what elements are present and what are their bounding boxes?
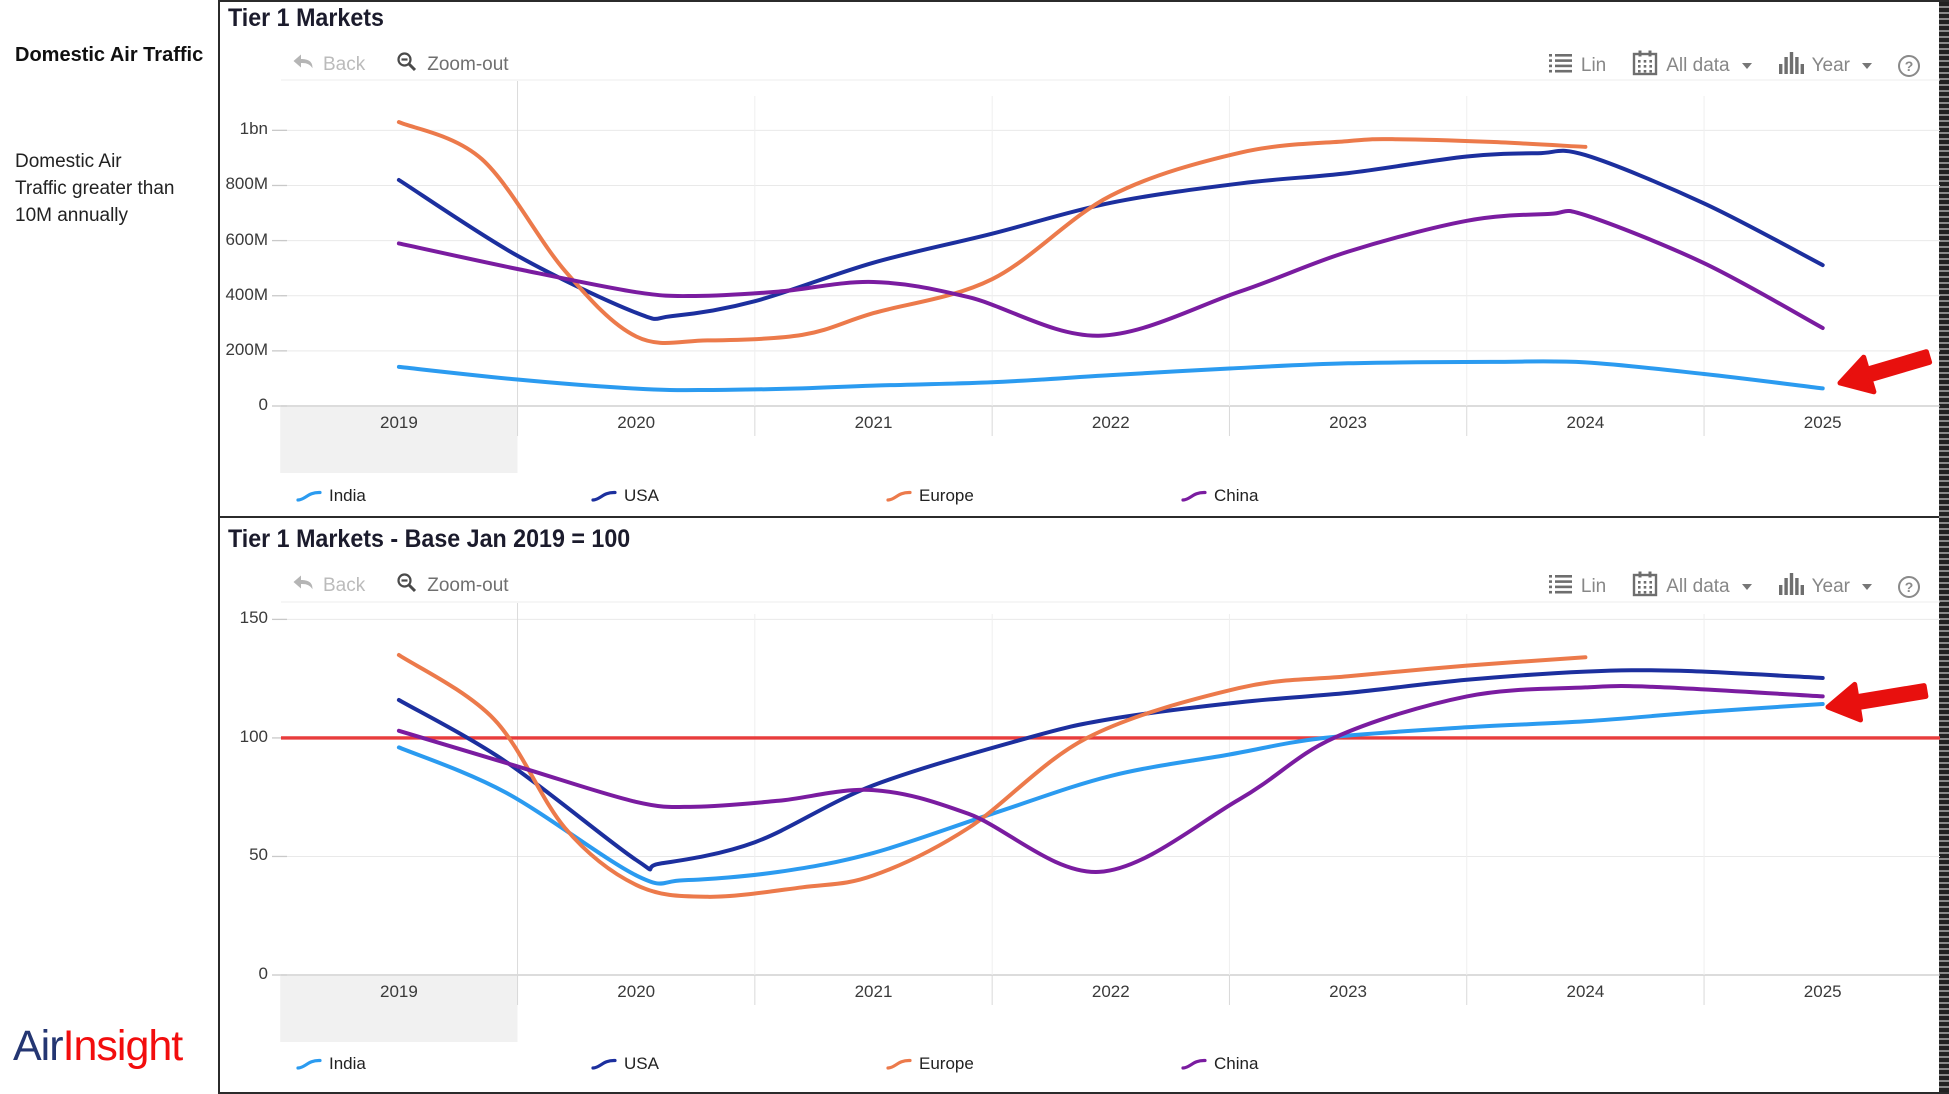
y-axis-label: 100 (239, 726, 268, 746)
legend-item-europe[interactable]: Europe (886, 486, 974, 506)
legend-line-icon (1181, 1058, 1207, 1070)
x-axis-label: 2023 (1329, 982, 1367, 1001)
zoom-out-button[interactable]: Zoom-out (395, 571, 509, 601)
back-label: Back (323, 54, 366, 75)
x-axis-label: 2021 (854, 413, 893, 432)
legend-label: India (329, 486, 366, 505)
x-axis-label: 2022 (1091, 982, 1130, 1001)
x-axis-label: 2024 (1566, 413, 1605, 432)
x-axis-label: 2025 (1803, 413, 1842, 432)
x-axis-label: 2022 (1091, 413, 1130, 432)
year-label: Year (1811, 55, 1850, 76)
x-axis-label: 2021 (854, 982, 893, 1001)
y-axis-label: 0 (258, 395, 268, 414)
x-axis-label: 2019 (379, 413, 418, 432)
report-title: Domestic Air Traffic (15, 44, 204, 66)
legend-item-china[interactable]: China (1181, 1054, 1258, 1074)
legend-label: China (1214, 486, 1259, 505)
legend-line-icon (886, 1058, 912, 1070)
all-data-dropdown[interactable]: All data (1632, 571, 1752, 603)
back-icon (291, 571, 315, 601)
toolbar-top: Back Zoom-out Lin All data (0, 50, 1949, 84)
legend-item-india[interactable]: India (296, 1054, 366, 1074)
x-axis-label: 2023 (1329, 413, 1367, 432)
all-data-label: All data (1666, 55, 1730, 76)
zoom-out-icon (395, 571, 419, 601)
logo-insight: Insight (62, 1022, 184, 1070)
legend-label: India (329, 1054, 366, 1073)
legend-item-india[interactable]: India (296, 486, 366, 506)
legend-item-usa[interactable]: USA (591, 486, 659, 506)
charts-frame (218, 0, 1949, 1094)
list-icon (1548, 52, 1573, 80)
help-button[interactable]: ? (1898, 576, 1920, 598)
legend-label: Europe (919, 1054, 974, 1073)
chart-title-bottom: Tier 1 Markets - Base Jan 2019 = 100 (228, 525, 631, 553)
legend-line-icon (296, 490, 322, 502)
y-axis-label: 400M (225, 284, 268, 304)
back-button[interactable]: Back (291, 571, 365, 601)
y-axis-label: 50 (249, 845, 268, 865)
back-label: Back (323, 575, 366, 596)
y-axis-label: 600M (225, 229, 268, 249)
linear-scale-toggle[interactable]: Lin (1548, 573, 1607, 601)
logo-air: Air (13, 1022, 64, 1070)
legend-line-icon (886, 490, 912, 502)
y-axis-label: 800M (225, 174, 268, 194)
legend-item-europe[interactable]: Europe (886, 1054, 974, 1074)
right-edge-strip (1939, 2, 1949, 1092)
linear-scale-toggle[interactable]: Lin (1548, 52, 1607, 80)
chevron-down-icon (1741, 63, 1752, 69)
chevron-down-icon (1862, 63, 1872, 69)
legend-label: Europe (919, 486, 974, 505)
bar-chart-icon (1778, 572, 1804, 602)
chevron-down-icon (1741, 584, 1752, 590)
y-axis-label: 150 (239, 608, 268, 628)
x-axis-label: 2020 (617, 982, 656, 1001)
all-data-label: All data (1666, 576, 1730, 597)
legend-item-china[interactable]: China (1181, 486, 1258, 506)
zoom-out-icon (395, 50, 419, 80)
list-icon (1548, 573, 1573, 601)
chevron-down-icon (1862, 584, 1872, 590)
x-axis-label: 2020 (617, 413, 656, 432)
back-button[interactable]: Back (291, 50, 365, 80)
year-label: Year (1811, 576, 1850, 597)
y-axis-label: 0 (258, 964, 268, 983)
panel-divider (218, 516, 1949, 518)
chart-title-top: Tier 1 Markets (228, 4, 384, 32)
legend-label: China (1214, 1054, 1259, 1073)
zoom-out-button[interactable]: Zoom-out (395, 50, 509, 80)
airinsight-logo: AirInsight (13, 1022, 184, 1071)
x-axis-label: 2025 (1803, 982, 1842, 1001)
legend-line-icon (591, 490, 617, 502)
legend-label: USA (624, 1054, 659, 1073)
zoom-out-label: Zoom-out (427, 54, 509, 75)
x-axis-label: 2024 (1566, 982, 1605, 1001)
report-description: Domestic Air Traffic greater than 10M an… (15, 151, 175, 226)
y-axis-label: 1bn (239, 119, 268, 139)
legend-item-usa[interactable]: USA (591, 1054, 659, 1074)
zoom-out-label: Zoom-out (427, 575, 509, 596)
back-icon (291, 50, 315, 80)
legend-line-icon (591, 1058, 617, 1070)
bar-chart-icon (1778, 51, 1804, 81)
help-button[interactable]: ? (1898, 55, 1920, 77)
year-granularity-dropdown[interactable]: Year (1778, 51, 1872, 81)
all-data-dropdown[interactable]: All data (1632, 50, 1752, 82)
legend-line-icon (296, 1058, 322, 1070)
legend-line-icon (1181, 490, 1207, 502)
y-axis-label: 200M (225, 339, 268, 359)
legend-label: USA (624, 486, 659, 505)
year-granularity-dropdown[interactable]: Year (1778, 572, 1872, 602)
lin-label: Lin (1580, 576, 1607, 597)
x-axis-label: 2019 (379, 982, 418, 1001)
lin-label: Lin (1580, 55, 1607, 76)
toolbar-bottom: Back Zoom-out Lin All data (0, 571, 1949, 605)
sidebar: Domestic Air Traffic Domestic Air Traffi… (0, 0, 218, 1094)
calendar-icon (1632, 50, 1658, 82)
calendar-icon (1632, 571, 1658, 603)
